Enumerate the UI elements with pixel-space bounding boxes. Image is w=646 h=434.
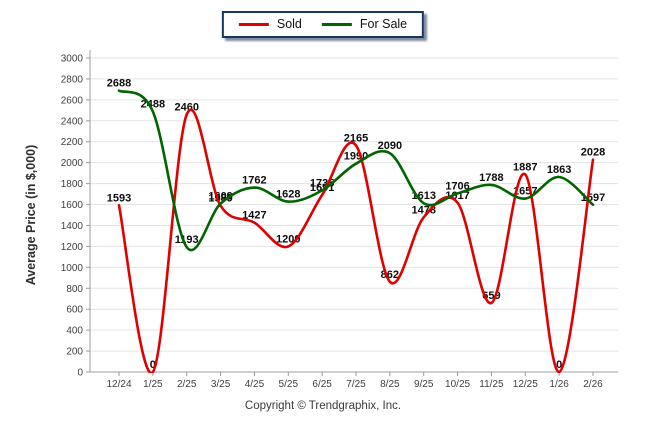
series-line-for-sale [117,89,595,252]
data-label-sold: 1887 [513,161,537,173]
data-label-sold: 1593 [107,192,131,204]
data-label-for-sale: 1788 [479,172,503,184]
data-label-for-sale: 1706 [445,180,469,192]
data-label-sold: 0 [556,359,562,371]
x-tick-label: 8/25 [380,379,400,390]
y-tick-label: 2200 [61,137,84,148]
x-tick-label: 12/24 [106,379,131,390]
legend-item-for-sale: For Sale [321,17,408,31]
x-tick-label: 6/25 [312,379,332,390]
data-label-for-sale: 2090 [378,140,402,152]
y-tick-label: 3000 [61,54,84,65]
x-tick-label: 7/25 [346,379,366,390]
x-tick-label: 5/25 [279,379,299,390]
data-label-sold: 2165 [344,132,368,144]
x-tick-label: 2/25 [177,379,197,390]
data-label-sold: 2028 [581,147,605,159]
x-tick-label: 4/25 [245,379,265,390]
copyright-text: Copyright © Trendgraphix, Inc. [244,400,402,412]
data-label-sold: 862 [381,269,399,281]
data-label-sold: 1478 [411,204,435,216]
data-label-for-sale: 1863 [547,164,571,176]
for-sale-line-swatch [321,22,352,26]
x-tick-label: 3/25 [211,379,231,390]
y-tick-label: 1400 [61,221,84,232]
y-tick-label: 2400 [61,116,84,127]
sold-line-swatch [238,22,269,26]
data-label-sold: 1427 [242,210,266,222]
y-tick-label: 1000 [61,263,84,274]
x-tick-label: 12/25 [513,379,538,390]
y-tick-label: 2800 [61,74,84,85]
x-tick-label: 9/25 [414,379,434,390]
data-label-sold: 1589 [208,193,232,205]
legend-item-sold: Sold [238,17,302,31]
y-tick-label: 1600 [61,200,84,211]
series-line-sold [117,108,595,373]
y-tick-label: 1800 [61,179,84,190]
legend: Sold For Sale [221,11,425,38]
y-tick-label: 0 [77,368,83,379]
y-tick-label: 400 [66,326,83,337]
x-tick-label: 2/26 [583,379,603,390]
data-label-for-sale: 1990 [344,151,368,163]
y-tick-label: 600 [66,305,83,316]
data-label-for-sale: 1628 [276,189,300,201]
y-tick-label: 1200 [61,242,84,253]
data-label-for-sale: 1193 [175,234,199,246]
x-tick-label: 1/26 [549,379,569,390]
legend-label-sold: Sold [276,17,302,31]
data-label-for-sale: 1762 [242,175,266,187]
y-tick-label: 2600 [61,95,84,106]
legend-label-for-sale: For Sale [359,17,408,31]
data-label-for-sale: 2688 [107,78,131,90]
x-tick-label: 1/25 [143,379,163,390]
y-tick-label: 200 [66,347,83,358]
x-tick-label: 11/25 [479,379,504,390]
data-label-sold: 0 [150,359,156,371]
y-tick-label: 2000 [61,158,84,169]
y-tick-label: 800 [66,284,83,295]
data-label-for-sale: 1613 [411,190,435,202]
x-tick-label: 10/25 [445,379,470,390]
